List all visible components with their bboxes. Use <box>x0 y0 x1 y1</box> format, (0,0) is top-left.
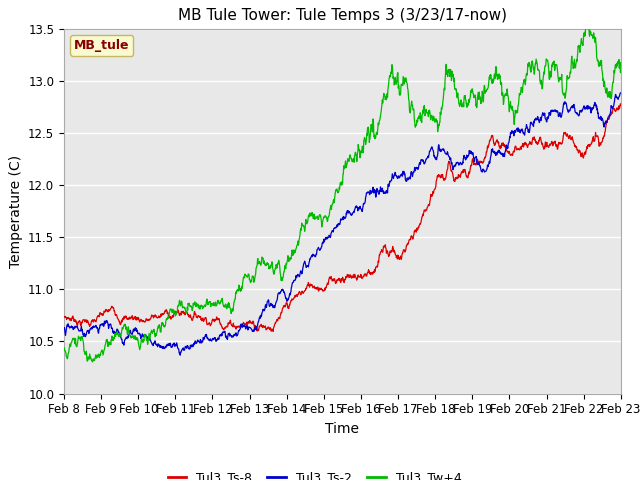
Legend: Tul3_Ts-8, Tul3_Ts-2, Tul3_Tw+4: Tul3_Ts-8, Tul3_Ts-2, Tul3_Tw+4 <box>163 467 467 480</box>
X-axis label: Time: Time <box>325 422 360 436</box>
Title: MB Tule Tower: Tule Temps 3 (3/23/17-now): MB Tule Tower: Tule Temps 3 (3/23/17-now… <box>178 9 507 24</box>
Y-axis label: Temperature (C): Temperature (C) <box>8 155 22 268</box>
